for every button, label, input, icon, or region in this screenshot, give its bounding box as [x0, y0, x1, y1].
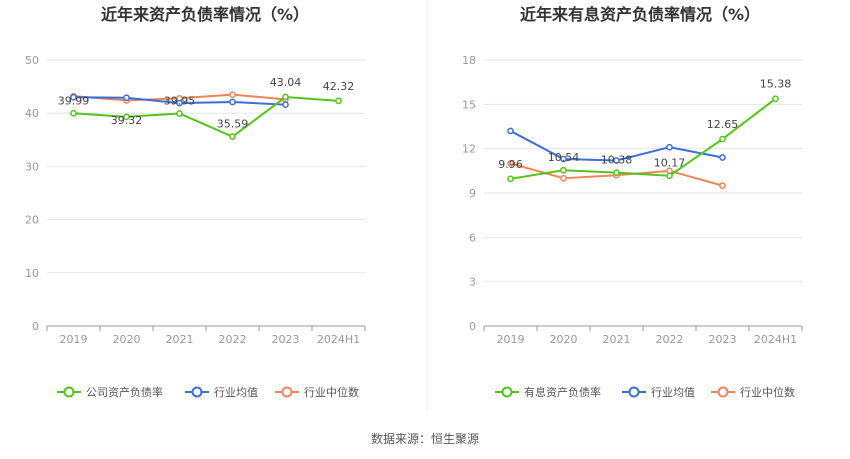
- y-tick-label: 40: [25, 107, 39, 120]
- data-point[interactable]: [229, 133, 236, 141]
- y-tick-label: 50: [25, 54, 39, 67]
- data-label: 10.17: [654, 157, 686, 170]
- series-line: [73, 96, 339, 138]
- x-tick-label: 2024H1: [317, 333, 360, 346]
- data-point[interactable]: [229, 98, 236, 106]
- x-tick-label: 2022: [656, 333, 684, 346]
- legend-item[interactable]: 行业均值: [185, 386, 258, 399]
- data-point[interactable]: [70, 93, 77, 101]
- legend-item[interactable]: 公司资产负债率: [57, 385, 163, 399]
- data-label: 10.54: [548, 151, 580, 164]
- y-tick-label: 0: [469, 320, 476, 333]
- y-tick-label: 6: [469, 231, 476, 244]
- legend-label: 行业均值: [214, 386, 258, 399]
- legend-label: 公司资产负债率: [86, 385, 163, 399]
- x-tick-label: 2021: [603, 333, 631, 346]
- data-point[interactable]: [560, 174, 567, 182]
- data-label: 10.38: [601, 154, 633, 167]
- data-label: 15.38: [760, 78, 792, 91]
- legend-label: 行业中位数: [740, 385, 795, 399]
- legend-label: 行业中位数: [304, 385, 359, 399]
- data-point[interactable]: [560, 155, 567, 163]
- legend-item[interactable]: 行业中位数: [275, 385, 359, 399]
- data-label: 39.32: [111, 114, 143, 127]
- data-label: 39.99: [58, 94, 90, 107]
- x-tick-label: 2020: [550, 333, 578, 346]
- data-point[interactable]: [507, 160, 514, 167]
- y-tick-label: 10: [25, 267, 39, 280]
- y-tick-label: 12: [462, 143, 476, 156]
- chart-panel-debt-ratio: 近年来资产负债率情况（%） 0 10 20 30 40 50 2019 2020 2021 2022…: [25, 5, 366, 399]
- legend-marker-icon: [717, 386, 729, 398]
- legend-item[interactable]: 行业中位数: [711, 385, 795, 399]
- data-point[interactable]: [719, 182, 726, 189]
- data-point[interactable]: [229, 91, 236, 98]
- data-label: 35.59: [217, 118, 249, 131]
- chart-title: 近年来有息资产负债率情况（%）: [520, 5, 760, 24]
- x-tick-label: 2023: [272, 333, 300, 346]
- data-point[interactable]: [176, 110, 183, 117]
- legend-marker-icon: [191, 386, 203, 398]
- legend-marker-icon: [501, 386, 513, 398]
- legend-item[interactable]: 行业均值: [622, 386, 695, 399]
- x-tick-label: 2021: [166, 333, 194, 346]
- data-point[interactable]: [719, 135, 726, 143]
- chart-panel-interest-bearing-debt-ratio: 近年来有息资产负债率情况（%） 0 3 6 9 12 15 18 2019 2020 2021 202…: [462, 5, 803, 399]
- data-point[interactable]: [176, 99, 183, 107]
- data-point[interactable]: [719, 154, 726, 161]
- x-tick-label: 2024H1: [754, 333, 797, 346]
- legend-marker-icon: [628, 386, 640, 398]
- x-tick-label: 2019: [497, 333, 525, 346]
- x-tick-label: 2019: [60, 333, 88, 346]
- data-label: 42.32: [323, 80, 355, 93]
- data-point[interactable]: [613, 157, 620, 164]
- data-point[interactable]: [507, 175, 514, 183]
- data-point[interactable]: [282, 101, 289, 109]
- data-label: 43.04: [270, 76, 302, 89]
- legend-marker-icon: [281, 386, 293, 398]
- y-tick-label: 30: [25, 160, 39, 173]
- data-source-note: 数据来源：恒生聚源: [371, 431, 479, 446]
- legend-item[interactable]: 有息资产负债率: [495, 385, 601, 399]
- y-tick-label: 15: [462, 98, 476, 111]
- data-label: 9.96: [498, 158, 523, 171]
- chart-title: 近年来资产负债率情况（%）: [101, 5, 309, 24]
- data-point[interactable]: [613, 169, 620, 176]
- data-point[interactable]: [123, 94, 130, 102]
- y-tick-label: 0: [32, 320, 39, 333]
- y-tick-label: 3: [469, 276, 476, 289]
- data-label: 39.95: [164, 94, 196, 107]
- y-tick-label: 9: [469, 187, 476, 200]
- data-point[interactable]: [666, 172, 673, 180]
- legend-marker-icon: [63, 386, 75, 398]
- series-line: [510, 97, 777, 180]
- data-point[interactable]: [666, 143, 673, 151]
- x-tick-label: 2023: [709, 333, 737, 346]
- y-tick-label: 20: [25, 214, 39, 227]
- legend-label: 有息资产负债率: [524, 385, 601, 399]
- y-tick-label: 18: [462, 54, 476, 67]
- data-point[interactable]: [282, 93, 289, 101]
- data-point[interactable]: [70, 109, 77, 117]
- legend-label: 行业均值: [651, 386, 695, 399]
- data-point[interactable]: [560, 166, 567, 174]
- data-point[interactable]: [507, 127, 514, 135]
- data-point[interactable]: [335, 97, 342, 105]
- data-point[interactable]: [772, 95, 779, 103]
- x-tick-label: 2022: [219, 333, 247, 346]
- x-tick-label: 2020: [113, 333, 141, 346]
- data-label: 12.65: [707, 118, 739, 131]
- data-point[interactable]: [123, 113, 130, 121]
